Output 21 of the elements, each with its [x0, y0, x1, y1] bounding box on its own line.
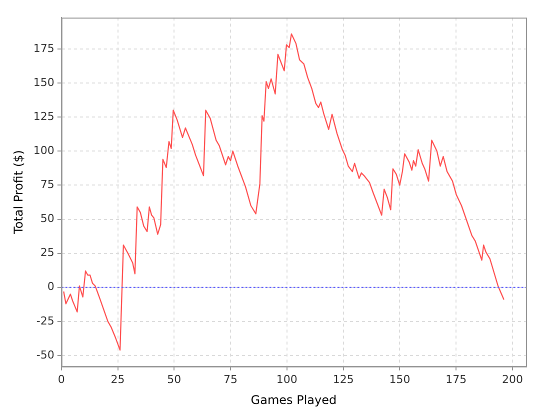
y-tick-label: 175 [33, 42, 54, 55]
x-tick-label: 125 [332, 372, 354, 386]
x-tick-label: 200 [502, 372, 523, 386]
y-tick-label: 150 [33, 76, 54, 89]
y-tick-label: 25 [40, 246, 54, 260]
y-tick-label: -25 [36, 314, 54, 328]
x-tick-label: 0 [58, 372, 65, 386]
y-tick-label: 50 [40, 212, 54, 226]
x-tick-label: 75 [224, 372, 238, 386]
y-tick-label: 100 [33, 144, 54, 157]
x-tick-label: 50 [167, 372, 182, 386]
y-tick-label: -50 [36, 348, 54, 362]
x-tick-label: 25 [110, 372, 125, 386]
y-tick-label: 75 [40, 178, 54, 192]
y-tick-label: 0 [47, 280, 54, 294]
x-tick-label: 150 [389, 372, 410, 386]
y-axis-title: Total Profit ($) [11, 150, 26, 235]
x-tick-label: 100 [276, 372, 298, 386]
y-tick-label: 125 [33, 110, 54, 123]
x-axis-title: Games Played [250, 392, 337, 407]
x-tick-label: 175 [446, 372, 467, 386]
